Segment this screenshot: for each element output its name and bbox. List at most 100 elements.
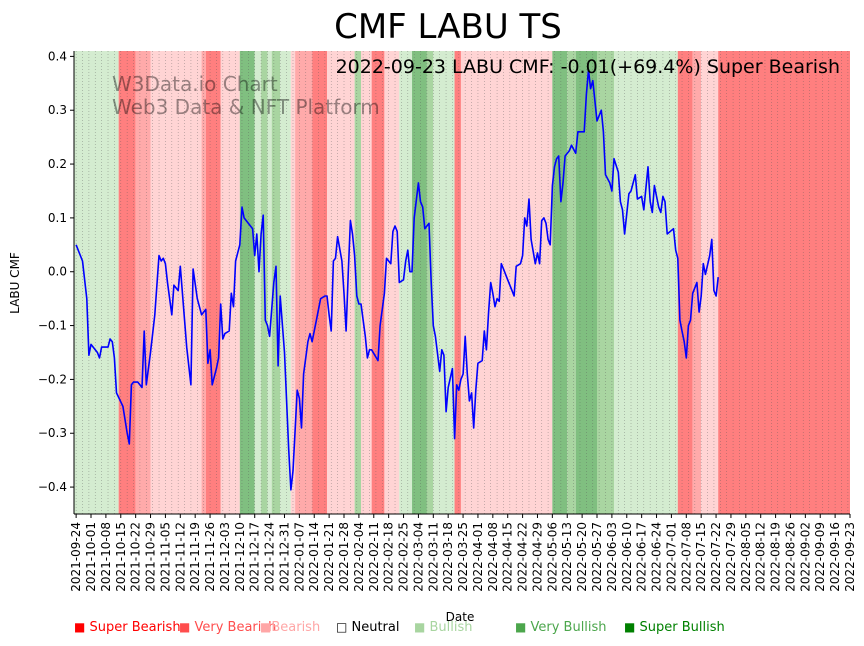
x-tick-label: 2022-08-12: [754, 522, 768, 592]
sentiment-region-bullish: [399, 51, 413, 514]
x-tick-label: 2021-09-24: [69, 522, 83, 592]
x-tick-label: 2022-04-15: [501, 522, 515, 592]
sentiment-region-bullish: [433, 51, 455, 514]
legend-item-super-bearish: ■ Super Bearish: [74, 620, 181, 635]
x-tick-label: 2022-07-29: [724, 522, 738, 592]
x-tick-label: 2022-04-22: [516, 522, 530, 592]
x-tick-label: 2021-10-22: [129, 522, 143, 592]
legend-swatch-super-bullish: ■: [624, 620, 636, 634]
x-tick-label: 2022-06-10: [620, 522, 634, 592]
x-tick-label: 2021-10-29: [144, 522, 158, 592]
x-tick-label: 2022-07-01: [664, 522, 678, 592]
cmf-series-line: [75, 69, 719, 491]
x-tick-label: 2022-02-04: [352, 522, 366, 592]
sentiment-region-bullish: [267, 51, 272, 514]
x-tick-label: 2022-06-24: [650, 522, 664, 592]
sentiment-region-bearish: [460, 51, 553, 514]
sentiment-region-super-bearish: [205, 51, 221, 514]
y-tick-label: −0.4: [38, 480, 67, 494]
chart-title: CMF LABU TS: [334, 7, 562, 47]
sentiment-region-bullish: [254, 51, 262, 514]
legend-swatch-super-bearish: ■: [74, 620, 86, 634]
watermark-line-1: W3Data.io Chart: [112, 72, 278, 96]
y-tick-label: 0.3: [48, 103, 67, 117]
sentiment-region-bearish: [384, 51, 400, 514]
y-tick-label: 0.2: [48, 157, 67, 171]
sentiment-region-bearish: [361, 51, 372, 514]
legend-swatch-bullish: ■: [414, 620, 426, 634]
legend-label-super-bearish: Super Bearish: [89, 620, 181, 635]
x-tick-label: 2021-10-01: [84, 522, 98, 592]
x-tick-label: 2021-12-10: [233, 522, 247, 592]
sentiment-region-super-bullish: [412, 51, 427, 514]
sentiment-region-bullish: [614, 51, 678, 514]
y-tick-label: −0.2: [38, 372, 67, 386]
sentiment-region-bearish: [220, 51, 240, 514]
x-axis-label: Date: [446, 610, 475, 624]
legend-label-very-bearish: Very Bearish: [194, 620, 277, 635]
sentiment-region-bearish: [326, 51, 355, 514]
x-tick-label: 2022-03-11: [426, 522, 440, 592]
x-tick-label: 2022-06-17: [635, 522, 649, 592]
x-tick-label: 2021-10-08: [99, 522, 113, 592]
legend-item-bullish: ■ Bullish: [414, 620, 473, 635]
sentiment-legend: ■ Super Bearish ■ Very Bearish ■Bearish …: [74, 620, 854, 640]
legend-swatch-bearish: ■: [260, 620, 272, 634]
x-tick-label: 2022-08-19: [769, 522, 783, 592]
x-tick-label: 2022-01-21: [322, 522, 336, 592]
x-tick-label: 2022-03-04: [411, 522, 425, 592]
x-tick-label: 2022-07-22: [709, 522, 723, 592]
legend-swatch-very-bearish: ■: [179, 620, 191, 634]
sentiment-region-super-bearish: [677, 51, 693, 514]
legend-swatch-very-bullish: ■: [515, 620, 527, 634]
x-tick-label: 2022-03-18: [441, 522, 455, 592]
sentiment-region-super-bearish: [312, 51, 327, 514]
y-axis-label: LABU CMF: [8, 252, 22, 314]
x-tick-label: 2021-11-05: [158, 522, 172, 592]
x-tick-label: 2021-12-17: [248, 522, 262, 592]
sentiment-region-bullish: [74, 51, 119, 514]
y-tick-label: 0.0: [48, 265, 67, 279]
x-tick-label: 2022-09-23: [843, 522, 857, 592]
x-tick-label: 2022-05-20: [575, 522, 589, 592]
x-tick-label: 2022-04-08: [486, 522, 500, 592]
sentiment-region-very-bullish: [426, 51, 434, 514]
x-tick-label: 2022-02-25: [397, 522, 411, 592]
x-tick-label: 2021-11-26: [203, 522, 217, 592]
x-tick-label: 2021-11-19: [188, 522, 202, 592]
x-tick-label: 2022-07-08: [679, 522, 693, 592]
sentiment-region-very-bullish: [354, 51, 362, 514]
x-tick-label: 2022-03-25: [456, 522, 470, 592]
x-tick-label: 2022-04-29: [530, 522, 544, 592]
x-tick-label: 2022-05-13: [560, 522, 574, 592]
legend-label-bullish: Bullish: [429, 620, 473, 635]
x-tick-label: 2022-09-16: [828, 522, 842, 592]
x-tick-label: 2022-05-06: [545, 522, 559, 592]
x-tick-label: 2021-12-24: [263, 522, 277, 592]
x-tick-label: 2022-06-03: [605, 522, 619, 592]
sentiment-region-super-bearish: [371, 51, 385, 514]
y-tick-label: 0.4: [48, 49, 67, 63]
sentiment-region-bullish: [280, 51, 291, 514]
legend-item-bearish: ■Bearish: [260, 620, 320, 635]
sentiment-region-super-bearish: [454, 51, 461, 514]
sentiment-region-bearish: [150, 51, 202, 514]
watermark-line-2: Web3 Data & NFT Platform: [112, 95, 380, 119]
legend-item-neutral: □ Neutral: [336, 620, 399, 635]
legend-label-neutral: Neutral: [351, 620, 400, 635]
chart-subtitle: 2022-09-23 LABU CMF: -0.01(+69.4%) Super…: [336, 56, 840, 78]
y-tick-label: 0.1: [48, 211, 67, 225]
x-tick-label: 2021-11-12: [173, 522, 187, 592]
x-tick-label: 2022-01-07: [292, 522, 306, 592]
legend-item-super-bullish: ■ Super Bullish: [624, 620, 725, 635]
x-tick-label: 2022-01-14: [307, 522, 321, 592]
x-tick-label: 2022-02-18: [382, 522, 396, 592]
x-tick-label: 2022-04-01: [471, 522, 485, 592]
x-tick-label: 2022-08-26: [783, 522, 797, 592]
y-tick-label: −0.1: [38, 319, 67, 333]
x-tick-label: 2022-07-15: [694, 522, 708, 592]
legend-label-super-bullish: Super Bullish: [639, 620, 725, 635]
x-tick-label: 2021-10-15: [114, 522, 128, 592]
x-tick-label: 2021-12-03: [218, 522, 232, 592]
